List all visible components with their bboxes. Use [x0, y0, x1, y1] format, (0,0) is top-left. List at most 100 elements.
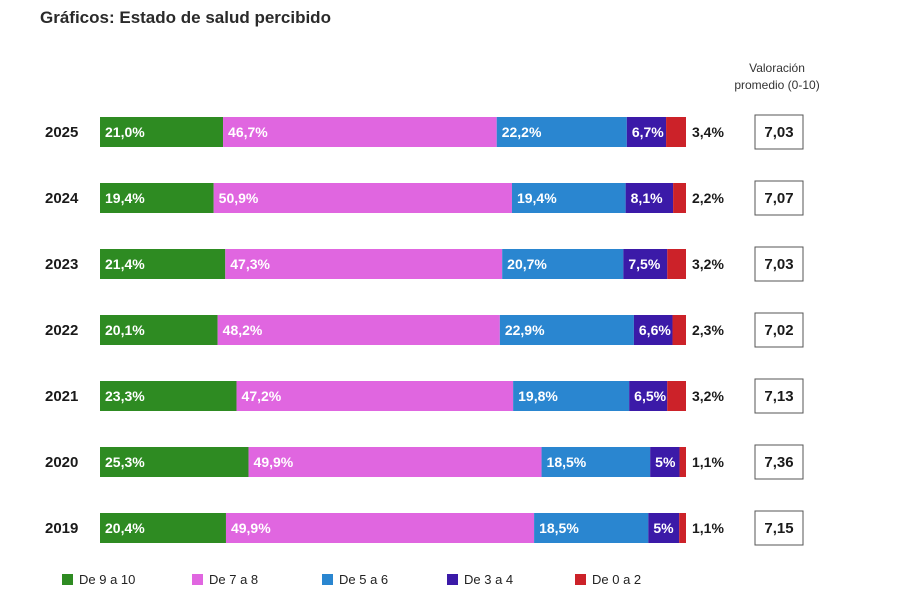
bar-segment: [499, 315, 634, 345]
average-value: 7,07: [764, 190, 793, 207]
bar-segment: [666, 117, 686, 147]
legend-label: De 3 a 4: [464, 572, 513, 587]
bar-segment: [629, 381, 668, 411]
bar-segment: [623, 249, 668, 279]
average-value: 7,02: [764, 322, 793, 339]
legend-swatch: [575, 574, 586, 585]
average-box: [754, 378, 804, 414]
data-label: 48,2%: [223, 322, 263, 338]
data-label: 5%: [653, 520, 674, 536]
bar-segment: [511, 183, 626, 213]
data-label: 50,9%: [219, 190, 259, 206]
year-label: 2020: [45, 454, 78, 471]
data-label: 2,2%: [692, 190, 724, 206]
bar-segment: [673, 183, 686, 213]
bar-segment: [100, 447, 249, 477]
year-label: 2019: [45, 520, 78, 537]
average-value: 7,36: [764, 454, 793, 471]
bar-segment: [225, 513, 535, 543]
data-label: 20,7%: [507, 256, 547, 272]
data-label: 6,7%: [632, 124, 664, 140]
bar-segment: [648, 513, 680, 543]
average-box: [754, 312, 804, 348]
data-label: 20,1%: [105, 322, 145, 338]
data-label: 22,9%: [505, 322, 545, 338]
average-rating-header: Valoración promedio (0-10): [712, 60, 842, 94]
data-label: 7,5%: [628, 256, 660, 272]
data-label: 21,0%: [105, 124, 145, 140]
legend-label: De 5 a 6: [339, 572, 388, 587]
bar-segment: [667, 381, 686, 411]
year-label: 2022: [45, 322, 78, 339]
average-box: [754, 180, 804, 216]
average-box: [754, 246, 804, 282]
bar-segment: [534, 513, 649, 543]
data-label: 49,9%: [231, 520, 271, 536]
bar-segment: [217, 315, 500, 345]
bar-segment: [225, 249, 503, 279]
data-label: 3,2%: [692, 388, 724, 404]
bar-segment: [679, 447, 686, 477]
data-label: 6,6%: [639, 322, 671, 338]
average-header-line1: Valoración: [749, 61, 805, 75]
bar-segment: [213, 183, 512, 213]
data-label: 47,2%: [242, 388, 282, 404]
bar-segment: [667, 249, 686, 279]
data-label: 19,4%: [517, 190, 557, 206]
bar-segment: [541, 447, 651, 477]
bar-segment: [236, 381, 514, 411]
legend-swatch: [62, 574, 73, 585]
average-box: [754, 114, 804, 150]
bar-segment: [100, 315, 218, 345]
average-value: 7,03: [764, 256, 793, 273]
data-label: 3,4%: [692, 124, 724, 140]
legend-label: De 0 a 2: [592, 572, 641, 587]
data-label: 5%: [655, 454, 676, 470]
average-box: [754, 444, 804, 480]
year-label: 2021: [45, 388, 78, 405]
data-label: 6,5%: [634, 388, 666, 404]
data-label: 46,7%: [228, 124, 268, 140]
bar-segment: [100, 183, 214, 213]
data-label: 8,1%: [631, 190, 663, 206]
data-label: 19,4%: [105, 190, 145, 206]
year-label: 2024: [45, 190, 79, 207]
bar-segment: [496, 117, 627, 147]
data-label: 20,4%: [105, 520, 145, 536]
data-label: 18,5%: [547, 454, 587, 470]
legend-label: De 9 a 10: [79, 572, 135, 587]
data-label: 47,3%: [230, 256, 270, 272]
legend-swatch: [322, 574, 333, 585]
page-title: Gráficos: Estado de salud percibido: [40, 8, 331, 27]
bar-segment: [248, 447, 542, 477]
legend-swatch: [447, 574, 458, 585]
legend-swatch: [192, 574, 203, 585]
average-value: 7,15: [764, 520, 793, 537]
average-value: 7,03: [764, 124, 793, 141]
data-label: 23,3%: [105, 388, 145, 404]
bar-segment: [223, 117, 497, 147]
bar-segment: [633, 315, 673, 345]
bar-segment: [100, 513, 226, 543]
data-label: 1,1%: [692, 520, 724, 536]
data-label: 3,2%: [692, 256, 724, 272]
data-label: 49,9%: [254, 454, 294, 470]
data-label: 21,4%: [105, 256, 145, 272]
bar-segment: [650, 447, 680, 477]
data-label: 25,3%: [105, 454, 145, 470]
year-label: 2025: [45, 124, 78, 141]
data-label: 1,1%: [692, 454, 724, 470]
bar-segment: [513, 381, 630, 411]
year-label: 2023: [45, 256, 78, 273]
average-box: [754, 510, 804, 546]
data-label: 22,2%: [502, 124, 542, 140]
bar-segment: [100, 117, 224, 147]
bar-segment: [100, 249, 226, 279]
bar-segment: [679, 513, 686, 543]
bar-segment: [100, 381, 237, 411]
average-header-line2: promedio (0-10): [734, 78, 820, 92]
average-value: 7,13: [764, 388, 793, 405]
data-label: 18,5%: [539, 520, 579, 536]
data-label: 19,8%: [518, 388, 558, 404]
